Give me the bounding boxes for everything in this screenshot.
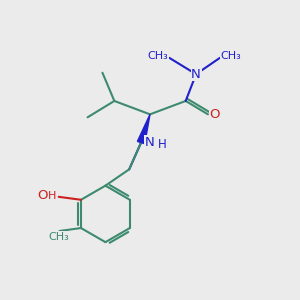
- Text: CH₃: CH₃: [148, 51, 168, 62]
- Text: O: O: [209, 108, 220, 121]
- Text: CH₃: CH₃: [49, 232, 69, 242]
- Text: N: N: [145, 136, 155, 149]
- Text: CH₃: CH₃: [221, 51, 242, 62]
- Text: O: O: [37, 189, 48, 203]
- Text: H: H: [48, 191, 56, 201]
- Text: N: N: [191, 68, 201, 81]
- Text: H: H: [158, 138, 167, 151]
- Polygon shape: [137, 114, 150, 144]
